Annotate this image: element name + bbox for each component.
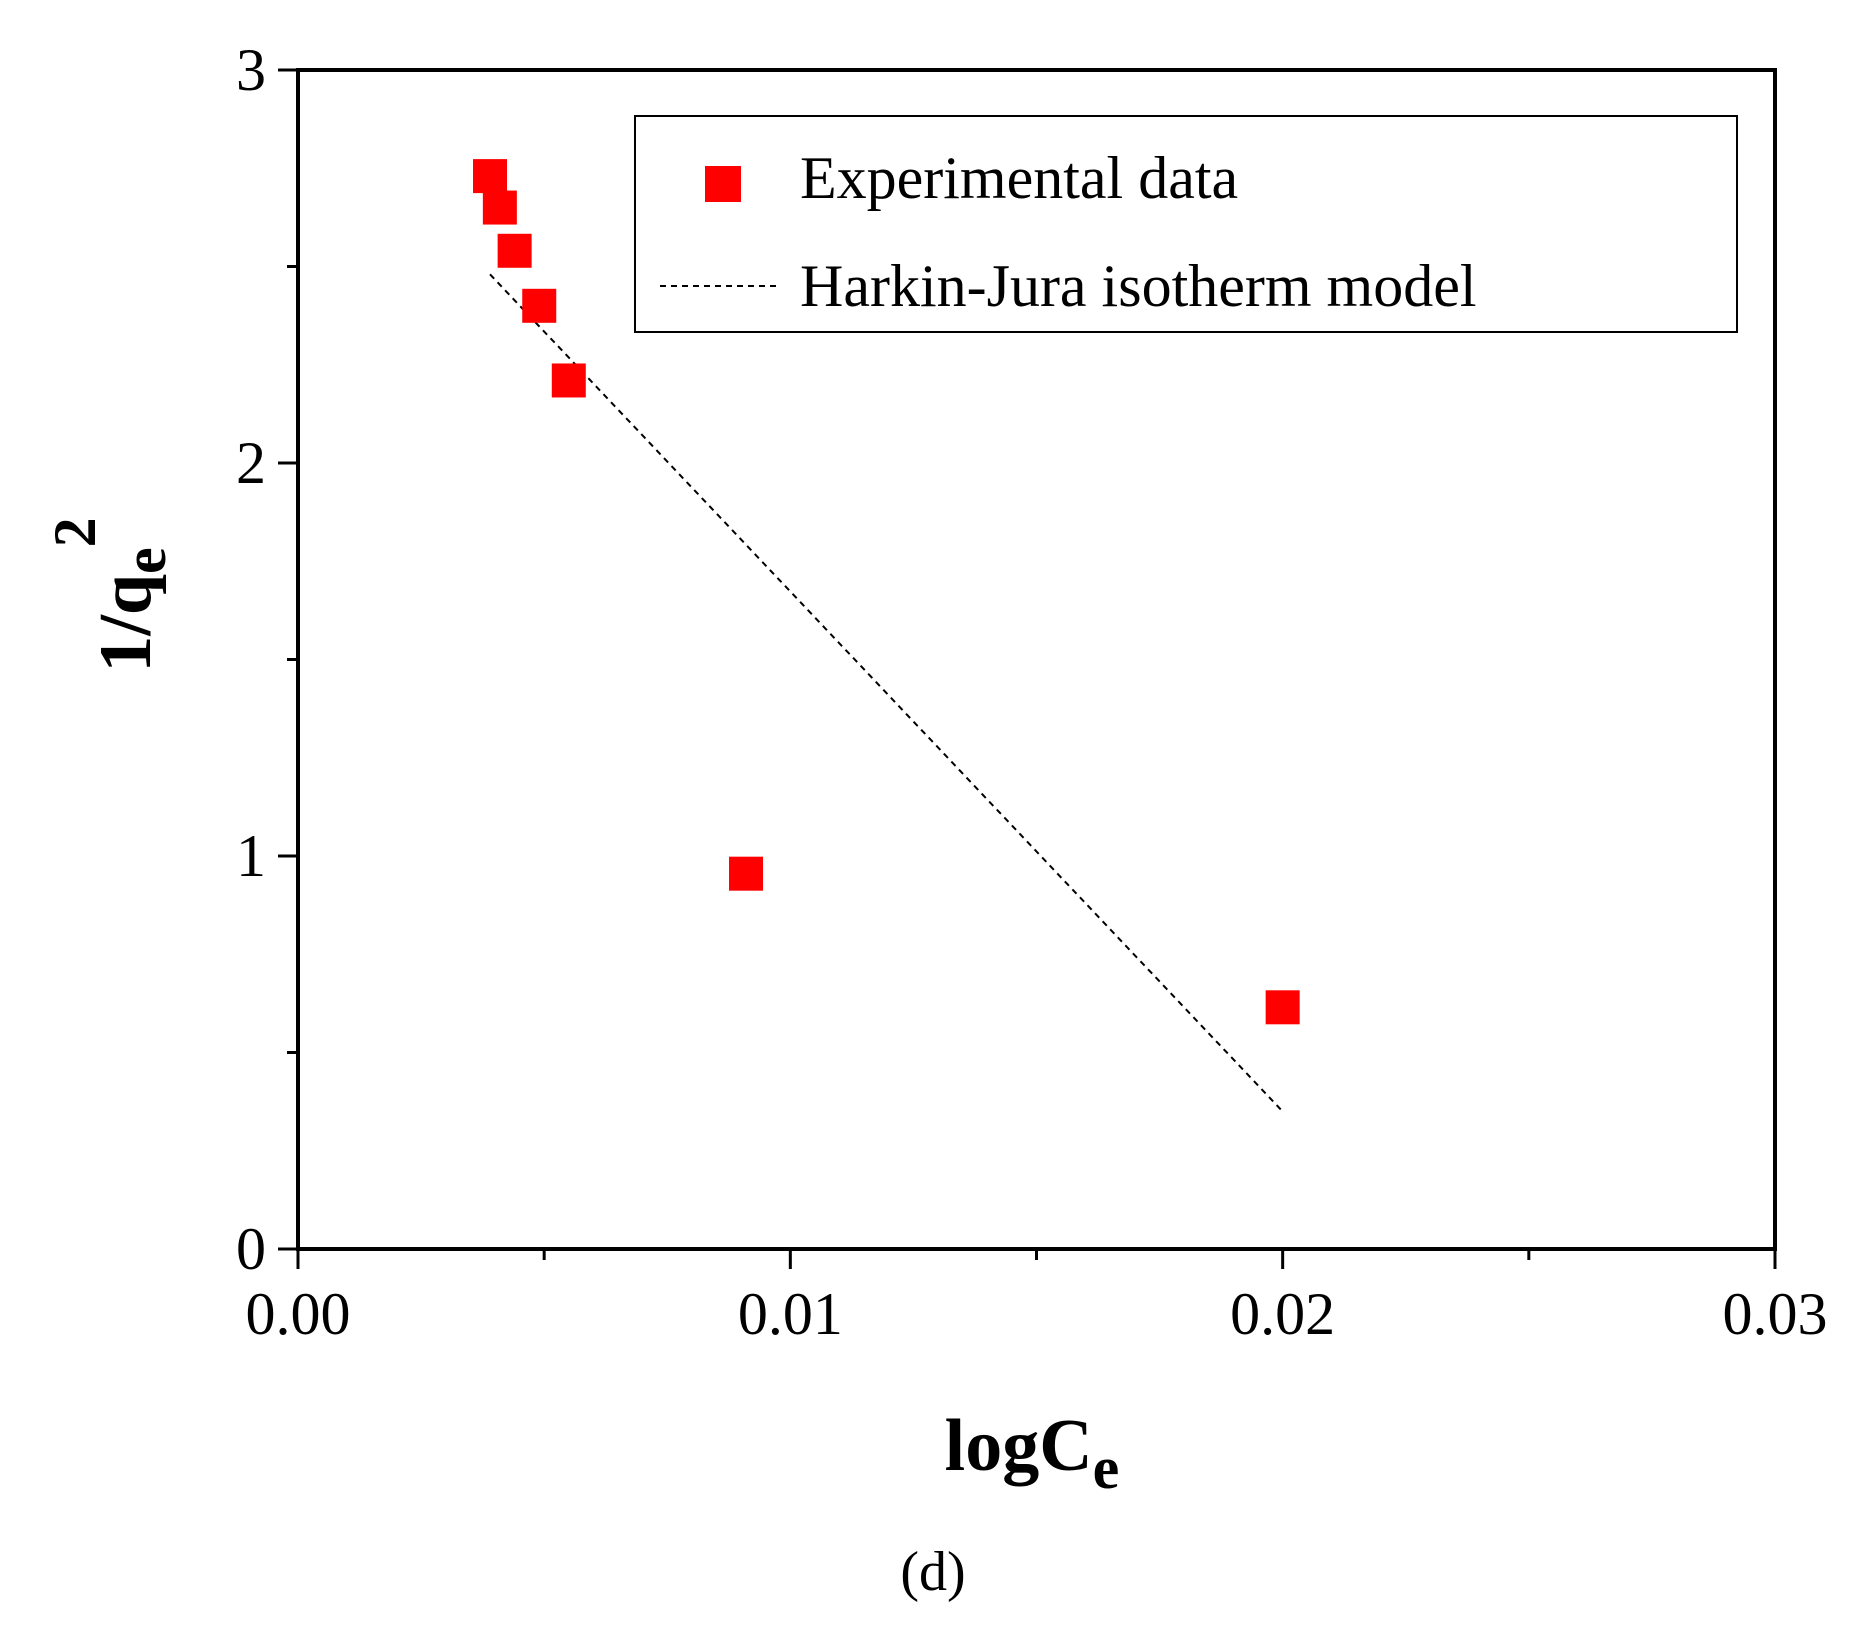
data-point-square	[551, 363, 586, 398]
data-point-square	[522, 288, 557, 323]
legend-box	[634, 115, 1738, 333]
y-tick-label: 2	[236, 430, 266, 496]
x-axis-title: logCe	[945, 1405, 1120, 1501]
x-tick-label: 0.00	[246, 1281, 351, 1347]
x-tick-label: 0.02	[1230, 1281, 1335, 1347]
legend-label-experimental: Experimental data	[800, 145, 1238, 211]
y-tick-label: 3	[236, 37, 266, 103]
data-point-square	[1265, 990, 1300, 1025]
data-point-square	[729, 856, 764, 891]
data-point-square	[473, 159, 508, 194]
x-tick-label: 0.01	[738, 1281, 843, 1347]
markers-layer	[473, 159, 1300, 1113]
legend-marker-square	[705, 166, 741, 202]
y-tick-label: 0	[236, 1216, 266, 1282]
legend-label-model: Harkin-Jura isotherm model	[800, 253, 1477, 319]
panel-label: (d)	[900, 1541, 965, 1603]
y-tick-label: 1	[236, 823, 266, 889]
data-point-square	[482, 190, 517, 225]
legend: Experimental data Harkin-Jura isotherm m…	[634, 115, 1738, 333]
model-fit-line	[489, 273, 1284, 1113]
data-point-square	[497, 233, 532, 268]
axes-layer: 0.00 0.01 0.02 0.03 0 1 2 3	[236, 37, 1828, 1347]
y-axis-title: 1/qe2	[42, 517, 178, 672]
x-tick-label: 0.03	[1723, 1281, 1828, 1347]
